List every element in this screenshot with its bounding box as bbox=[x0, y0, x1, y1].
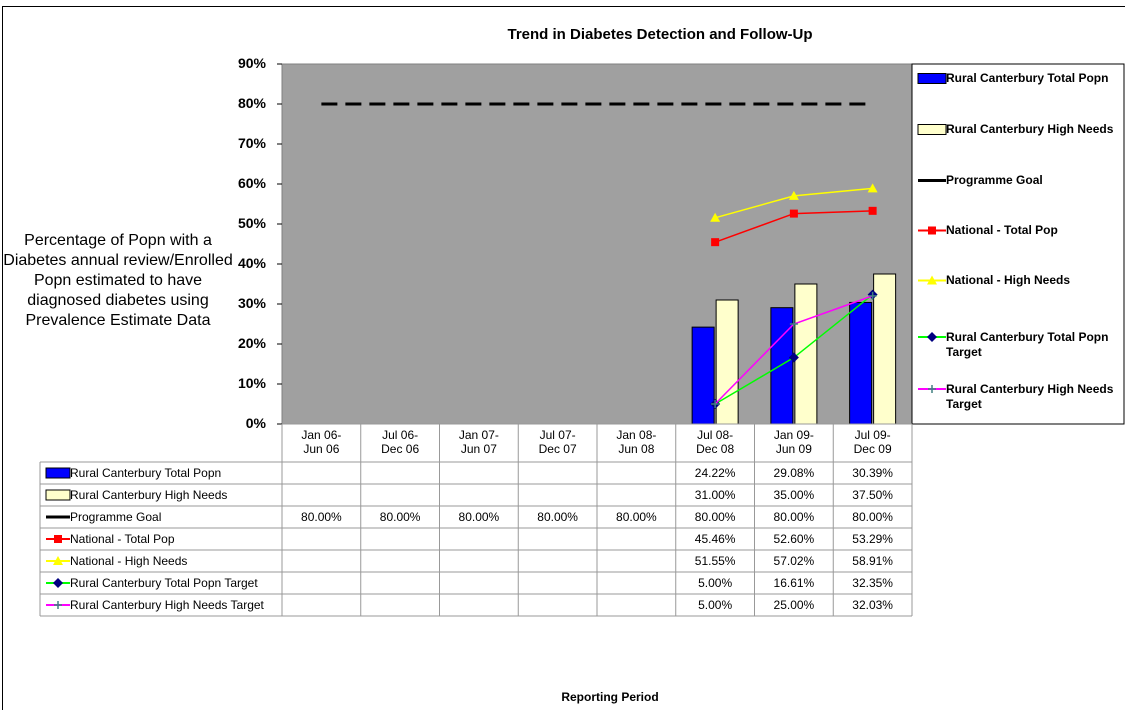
point-marker bbox=[789, 209, 798, 218]
legend-label: Rural Canterbury High Needs bbox=[946, 122, 1114, 136]
table-cell: 58.91% bbox=[852, 554, 893, 568]
table-cell: 24.22% bbox=[694, 466, 736, 480]
table-cell: 35.00% bbox=[773, 488, 815, 502]
chart-title: Trend in Diabetes Detection and Follow-U… bbox=[507, 26, 813, 43]
table-cell: 57.02% bbox=[773, 554, 815, 568]
table-cell: 80.00% bbox=[852, 510, 893, 524]
table-row-label: Rural Canterbury Total Popn bbox=[70, 466, 222, 480]
table-cell: 52.60% bbox=[773, 532, 815, 546]
legend-box bbox=[911, 63, 1125, 425]
table-cell: 25.00% bbox=[773, 598, 815, 612]
y-tick-label: 90% bbox=[237, 55, 266, 71]
point-marker bbox=[788, 352, 799, 363]
table-cell: 80.00% bbox=[537, 510, 578, 524]
table-cell: 5.00% bbox=[698, 576, 733, 590]
legend-marker bbox=[54, 601, 62, 609]
table-row-label: Rural Canterbury High Needs bbox=[70, 488, 228, 502]
point-marker bbox=[711, 238, 720, 247]
x-tick-label: Jul 07- Dec 07 bbox=[538, 428, 577, 456]
x-tick-label: Jul 08- Dec 08 bbox=[696, 428, 735, 456]
legend-marker bbox=[928, 226, 936, 235]
table-row-label: National - High Needs bbox=[70, 554, 188, 568]
table-cell: 80.00% bbox=[458, 510, 500, 524]
x-tick-label: Jul 06- Dec 06 bbox=[381, 428, 420, 456]
table-cell: 32.03% bbox=[852, 598, 893, 612]
legend-label: Rural Canterbury High Needs Target bbox=[946, 382, 1114, 411]
table-cell: 29.08% bbox=[773, 466, 815, 480]
y-tick-label: 70% bbox=[237, 135, 266, 151]
point-marker bbox=[710, 212, 721, 222]
bar bbox=[873, 273, 897, 425]
point-marker bbox=[788, 190, 799, 200]
y-tick-label: 50% bbox=[237, 215, 266, 231]
y-tick-label: 60% bbox=[237, 175, 266, 191]
point-marker bbox=[868, 206, 877, 215]
x-tick-label: Jan 06- Jun 06 bbox=[301, 428, 342, 456]
table-cell: 37.50% bbox=[852, 488, 893, 502]
x-tick-label: Jul 09- Dec 09 bbox=[853, 428, 892, 456]
table-cell: 45.46% bbox=[694, 532, 736, 546]
y-tick-label: 30% bbox=[237, 295, 266, 311]
table-row-label: Programme Goal bbox=[70, 510, 162, 524]
table-cell: 31.00% bbox=[694, 488, 736, 502]
legend-marker bbox=[53, 556, 63, 565]
legend-label: Programme Goal bbox=[946, 173, 1043, 187]
legend-label: National - Total Pop bbox=[946, 223, 1058, 237]
point-marker bbox=[867, 183, 878, 193]
x-tick-label: Jan 07- Jun 07 bbox=[458, 428, 499, 456]
bar bbox=[770, 307, 794, 425]
legend-key bbox=[45, 467, 71, 479]
table-cell: 32.35% bbox=[852, 576, 893, 590]
table-cell: 51.55% bbox=[694, 554, 736, 568]
y-tick-label: 0% bbox=[245, 415, 266, 431]
table-cell: 80.00% bbox=[379, 510, 421, 524]
y-tick-label: 80% bbox=[237, 95, 266, 111]
table-cell: 80.00% bbox=[773, 510, 815, 524]
table-cell: 80.00% bbox=[694, 510, 736, 524]
x-tick-label: Jan 08- Jun 08 bbox=[616, 428, 657, 456]
y-tick-label: 40% bbox=[237, 255, 266, 271]
legend-key bbox=[45, 489, 71, 501]
legend-marker bbox=[927, 275, 937, 285]
legend-label: National - High Needs bbox=[946, 273, 1071, 287]
table-row-label: National - Total Pop bbox=[70, 532, 175, 546]
point-marker bbox=[868, 291, 877, 300]
x-tick-label: Jan 09- Jun 09 bbox=[773, 428, 814, 456]
y-tick-label: 10% bbox=[237, 375, 266, 391]
legend-label: Rural Canterbury Total Popn Target bbox=[946, 330, 1109, 359]
table-row-label: Rural Canterbury Total Popn Target bbox=[70, 576, 258, 590]
y-axis-title: Percentage of Popn with a Diabetes annua… bbox=[3, 232, 233, 329]
legend-label: Rural Canterbury Total Popn bbox=[946, 71, 1109, 85]
point-marker bbox=[711, 400, 720, 408]
legend-key bbox=[917, 124, 947, 135]
bar bbox=[691, 326, 715, 425]
legend-marker bbox=[53, 578, 63, 588]
plot-area bbox=[281, 63, 913, 425]
table-cell: 16.61% bbox=[773, 576, 815, 590]
chart-frame bbox=[2, 6, 1125, 710]
bar bbox=[715, 299, 739, 425]
table-cell: 30.39% bbox=[852, 466, 893, 480]
legend-marker bbox=[927, 332, 937, 342]
legend-marker bbox=[54, 535, 62, 543]
table-cell: 80.00% bbox=[301, 510, 342, 524]
legend-key bbox=[917, 73, 947, 84]
table-cell: 80.00% bbox=[616, 510, 657, 524]
table-row-label: Rural Canterbury High Needs Target bbox=[70, 598, 264, 612]
table-cell: 5.00% bbox=[698, 598, 733, 612]
legend-marker bbox=[928, 385, 936, 393]
point-marker bbox=[789, 320, 798, 328]
y-tick-label: 20% bbox=[237, 335, 266, 351]
x-axis-title: Reporting Period bbox=[561, 690, 659, 704]
bar bbox=[849, 301, 873, 425]
table-cell: 53.29% bbox=[852, 532, 893, 546]
